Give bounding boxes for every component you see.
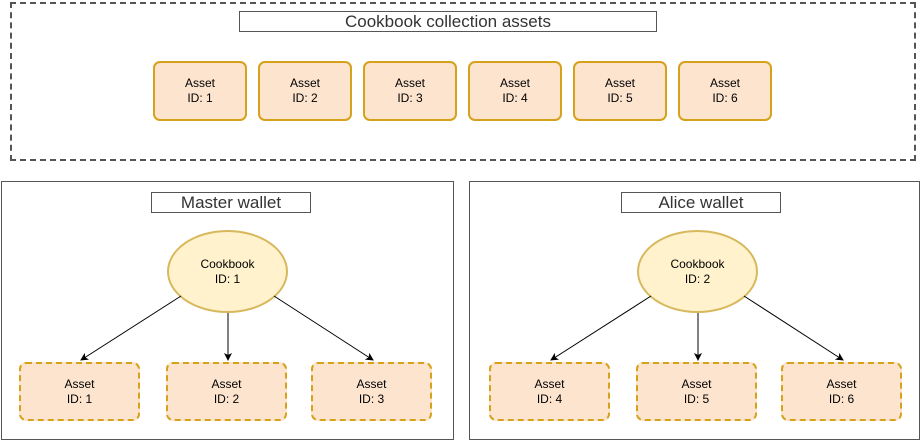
asset-id: ID: 3 <box>397 91 423 105</box>
cookbook-id: ID: 1 <box>214 271 241 286</box>
asset-id: ID: 4 <box>536 391 563 406</box>
asset-label: Asset <box>184 76 215 90</box>
collection-asset-2: Asset ID: 2 <box>258 61 352 121</box>
asset-id: ID: 2 <box>292 91 318 105</box>
cookbook-label: Cookbook <box>200 256 255 271</box>
asset-label: Asset <box>394 76 425 90</box>
alice-cookbook-node: Cookbook ID: 2 <box>637 230 758 313</box>
master-asset-3: Asset ID: 3 <box>311 362 432 421</box>
alice-asset-6: Asset ID: 6 <box>781 362 902 421</box>
asset-label: Asset <box>499 76 530 90</box>
asset-label: Asset <box>64 376 95 391</box>
master-asset-1: Asset ID: 1 <box>19 362 140 421</box>
asset-id: ID: 6 <box>828 391 855 406</box>
asset-label: Asset <box>211 376 242 391</box>
asset-id: ID: 1 <box>187 91 213 105</box>
collection-asset-4: Asset ID: 4 <box>468 61 562 121</box>
asset-label: Asset <box>604 76 635 90</box>
master-wallet-title: Master wallet <box>151 192 311 213</box>
asset-id: ID: 5 <box>607 91 633 105</box>
asset-label: Asset <box>709 76 740 90</box>
collection-asset-3: Asset ID: 3 <box>363 61 457 121</box>
master-asset-2: Asset ID: 2 <box>166 362 287 421</box>
asset-label: Asset <box>826 376 857 391</box>
collection-asset-6: Asset ID: 6 <box>678 61 772 121</box>
collection-container <box>10 2 916 161</box>
asset-id: ID: 6 <box>712 91 738 105</box>
asset-label: Asset <box>289 76 320 90</box>
asset-label: Asset <box>356 376 387 391</box>
alice-wallet-title: Alice wallet <box>621 192 781 213</box>
asset-id: ID: 1 <box>66 391 93 406</box>
collection-asset-1: Asset ID: 1 <box>153 61 247 121</box>
cookbook-label: Cookbook <box>670 256 725 271</box>
collection-asset-5: Asset ID: 5 <box>573 61 667 121</box>
master-cookbook-node: Cookbook ID: 1 <box>167 230 288 313</box>
cookbook-id: ID: 2 <box>684 271 711 286</box>
asset-label: Asset <box>681 376 712 391</box>
collection-title: Cookbook collection assets <box>239 11 657 32</box>
alice-asset-4: Asset ID: 4 <box>489 362 610 421</box>
asset-label: Asset <box>534 376 565 391</box>
asset-id: ID: 4 <box>502 91 528 105</box>
alice-asset-5: Asset ID: 5 <box>636 362 757 421</box>
asset-id: ID: 5 <box>683 391 710 406</box>
asset-id: ID: 3 <box>358 391 385 406</box>
asset-id: ID: 2 <box>213 391 240 406</box>
